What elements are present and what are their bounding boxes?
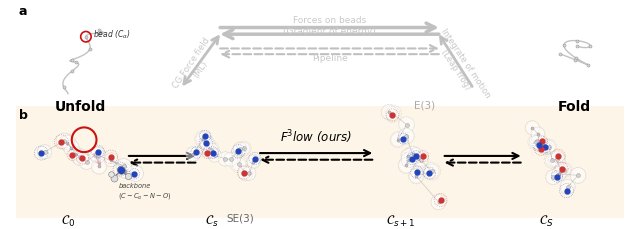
Text: Unfold: Unfold — [54, 99, 106, 113]
Circle shape — [554, 165, 568, 178]
Circle shape — [60, 136, 75, 150]
Text: $\mathcal{C}_s$: $\mathcal{C}_s$ — [205, 213, 218, 228]
Circle shape — [542, 140, 556, 153]
Circle shape — [63, 140, 79, 156]
Circle shape — [116, 159, 131, 174]
Circle shape — [399, 158, 414, 173]
Circle shape — [79, 155, 94, 169]
Circle shape — [552, 167, 566, 181]
Circle shape — [196, 132, 211, 147]
Circle shape — [90, 148, 106, 163]
Circle shape — [204, 143, 218, 158]
Circle shape — [548, 151, 564, 167]
Circle shape — [234, 143, 247, 156]
Circle shape — [408, 148, 424, 164]
Circle shape — [570, 168, 586, 183]
Text: F$^3$low (ours): F$^3$low (ours) — [280, 128, 352, 146]
Text: E(3): E(3) — [414, 100, 435, 110]
Circle shape — [72, 150, 88, 165]
Circle shape — [405, 147, 420, 161]
Circle shape — [237, 143, 250, 155]
Circle shape — [546, 170, 560, 185]
Circle shape — [401, 152, 417, 168]
Circle shape — [531, 128, 545, 141]
Circle shape — [186, 148, 200, 161]
Circle shape — [398, 129, 414, 144]
Circle shape — [89, 147, 103, 162]
Text: $\mathcal{C}_0$: $\mathcal{C}_0$ — [61, 213, 75, 228]
Circle shape — [399, 117, 415, 133]
Circle shape — [381, 105, 396, 120]
Circle shape — [218, 152, 232, 166]
Circle shape — [242, 167, 256, 180]
Circle shape — [529, 136, 542, 149]
Circle shape — [232, 158, 246, 171]
Circle shape — [200, 137, 214, 151]
Text: SE(3): SE(3) — [227, 212, 255, 222]
Text: b: b — [19, 109, 28, 122]
Circle shape — [208, 149, 221, 162]
Circle shape — [525, 121, 540, 135]
Text: $\mathcal{C}_{s+1}$: $\mathcal{C}_{s+1}$ — [386, 213, 415, 228]
Circle shape — [38, 145, 52, 159]
Circle shape — [386, 107, 399, 121]
Circle shape — [531, 135, 547, 150]
Text: Integrate of motion
(Leap frog): Integrate of motion (Leap frog) — [429, 27, 492, 106]
Text: $\mathcal{C}_S$: $\mathcal{C}_S$ — [539, 213, 554, 228]
Circle shape — [223, 153, 237, 167]
Circle shape — [414, 153, 428, 167]
Circle shape — [104, 153, 118, 167]
Circle shape — [409, 169, 424, 183]
Text: Fold: Fold — [557, 99, 591, 113]
Circle shape — [560, 180, 575, 195]
Circle shape — [545, 154, 559, 167]
Circle shape — [56, 134, 72, 149]
Text: bead ($C_\alpha$): bead ($C_\alpha$) — [93, 28, 131, 41]
Circle shape — [69, 147, 82, 160]
Circle shape — [424, 164, 439, 179]
Circle shape — [127, 166, 143, 182]
Circle shape — [247, 155, 260, 168]
Text: a: a — [19, 5, 27, 18]
Text: Forces on beads
(Gradient of energy): Forces on beads (Gradient of energy) — [283, 16, 376, 36]
Text: Pipeline: Pipeline — [312, 54, 348, 63]
Text: CG Force field
(ML): CG Force field (ML) — [172, 36, 221, 96]
Circle shape — [238, 166, 253, 180]
Circle shape — [401, 149, 415, 163]
Circle shape — [92, 159, 106, 174]
Circle shape — [391, 133, 405, 147]
Circle shape — [537, 140, 552, 154]
Circle shape — [118, 164, 132, 178]
Circle shape — [557, 164, 571, 177]
Circle shape — [431, 195, 446, 210]
Text: backbone
$(C - C_\alpha - N - O)$: backbone $(C - C_\alpha - N - O)$ — [118, 182, 172, 200]
FancyBboxPatch shape — [15, 106, 625, 218]
